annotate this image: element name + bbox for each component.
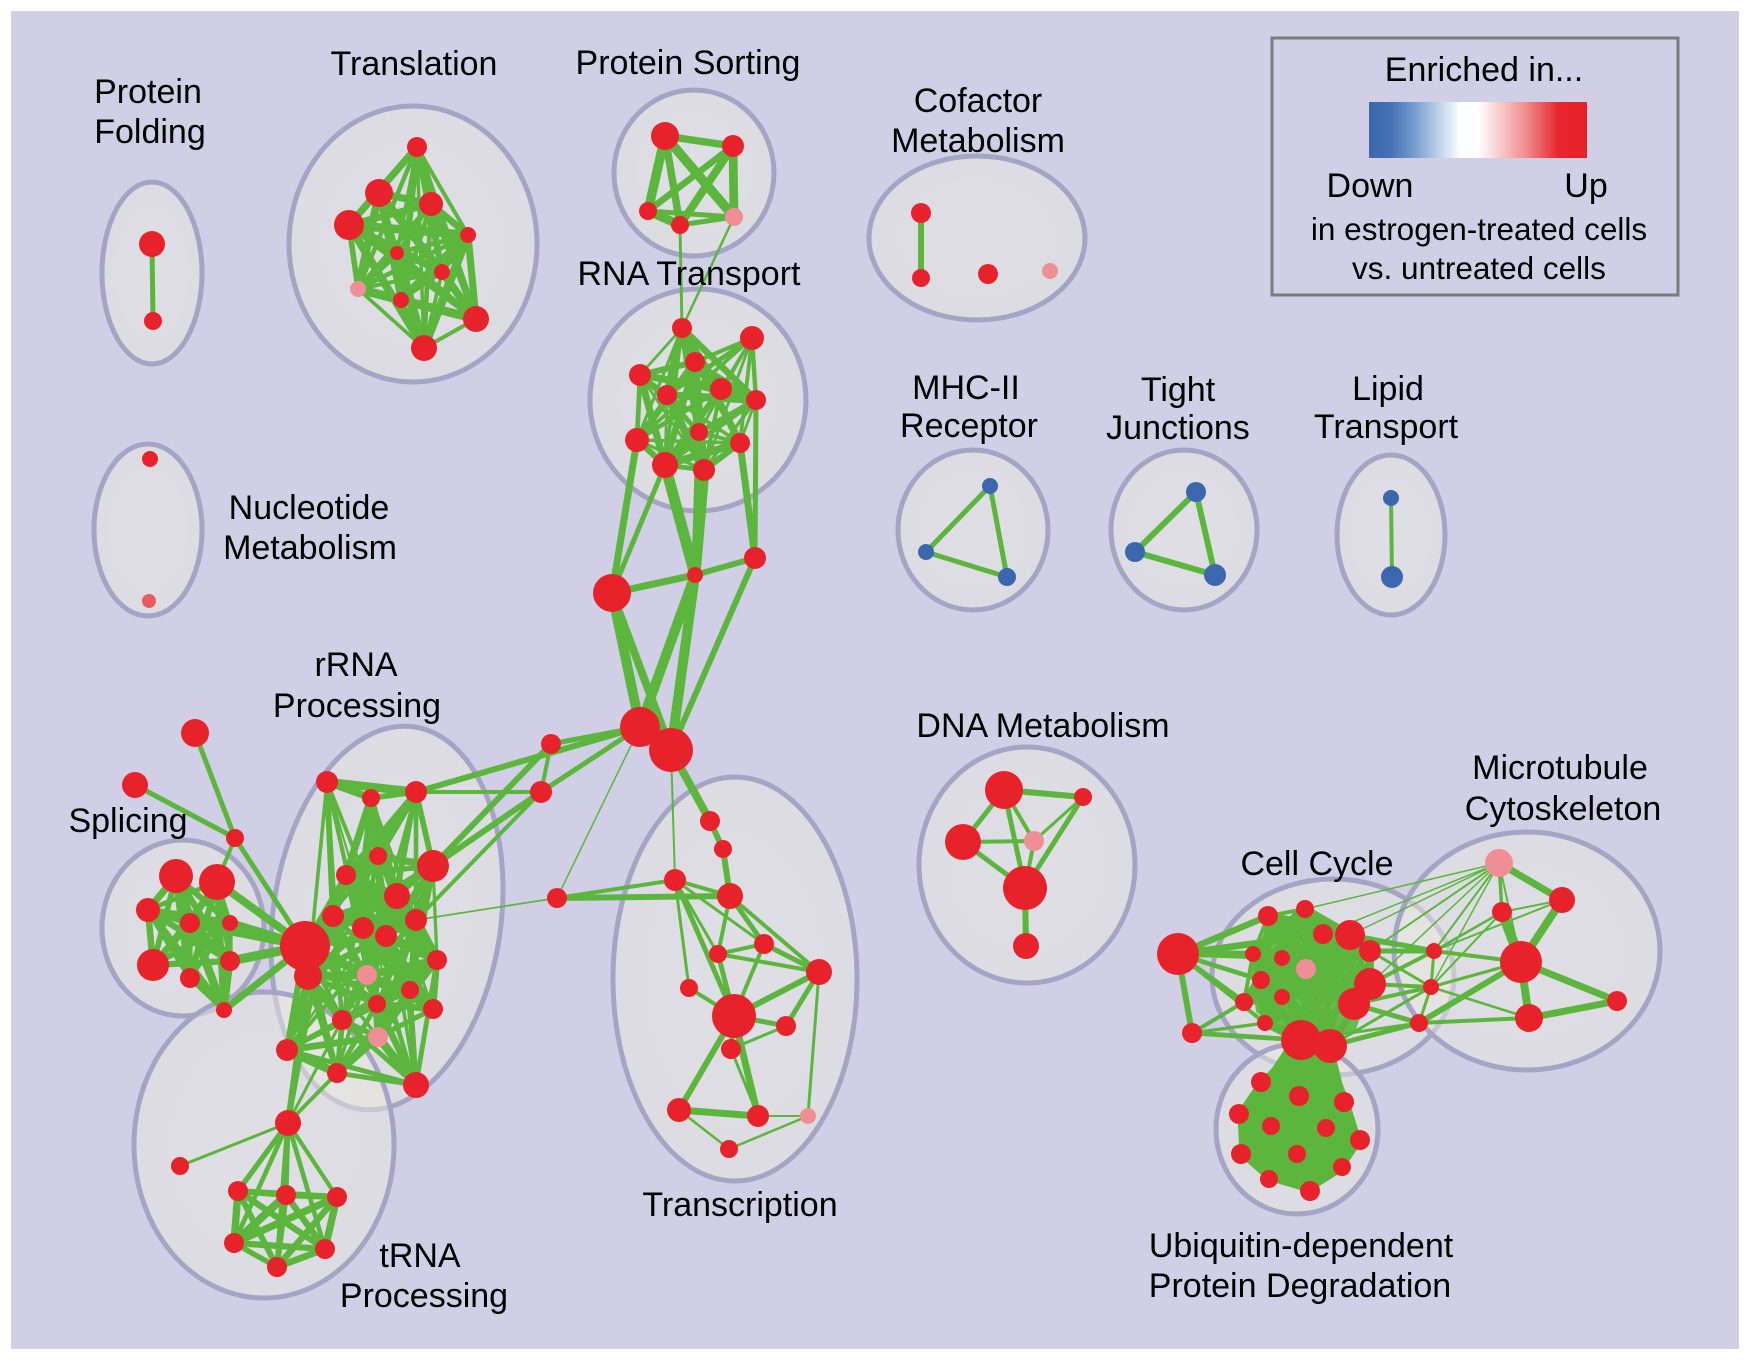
svg-text:tRNA: tRNA <box>379 1237 461 1275</box>
svg-text:Microtubule: Microtubule <box>1472 749 1648 787</box>
svg-text:Receptor: Receptor <box>900 407 1038 445</box>
svg-text:Up: Up <box>1564 167 1607 205</box>
svg-text:Transport: Transport <box>1314 408 1459 446</box>
svg-text:Enriched in...: Enriched in... <box>1385 51 1583 89</box>
svg-text:MHC-II: MHC-II <box>912 369 1020 407</box>
svg-text:Lipid: Lipid <box>1352 370 1424 408</box>
svg-text:Processing: Processing <box>273 687 441 725</box>
svg-text:Nucleotide: Nucleotide <box>229 489 390 527</box>
svg-text:Down: Down <box>1327 167 1414 205</box>
svg-text:vs. untreated cells: vs. untreated cells <box>1352 250 1606 286</box>
svg-text:RNA Transport: RNA Transport <box>578 255 802 293</box>
svg-text:Protein: Protein <box>94 73 202 111</box>
svg-text:rRNA: rRNA <box>314 646 397 684</box>
svg-text:Protein Degradation: Protein Degradation <box>1149 1267 1451 1305</box>
svg-text:Junctions: Junctions <box>1106 409 1250 447</box>
svg-text:Translation: Translation <box>331 45 498 83</box>
svg-text:Cofactor: Cofactor <box>914 82 1043 120</box>
svg-text:Tight: Tight <box>1141 371 1216 409</box>
svg-text:Metabolism: Metabolism <box>223 529 397 567</box>
svg-text:Transcription: Transcription <box>642 1186 837 1224</box>
svg-text:Cell Cycle: Cell Cycle <box>1240 845 1393 883</box>
svg-text:Protein Sorting: Protein Sorting <box>576 44 801 82</box>
svg-text:Splicing: Splicing <box>68 802 187 840</box>
svg-text:in estrogen-treated cells: in estrogen-treated cells <box>1311 211 1647 247</box>
svg-text:Ubiquitin-dependent: Ubiquitin-dependent <box>1149 1227 1454 1265</box>
svg-text:DNA Metabolism: DNA Metabolism <box>916 707 1169 745</box>
svg-text:Folding: Folding <box>94 113 206 151</box>
svg-text:Processing: Processing <box>340 1277 508 1315</box>
svg-text:Metabolism: Metabolism <box>891 122 1065 160</box>
svg-text:Cytoskeleton: Cytoskeleton <box>1465 790 1662 828</box>
